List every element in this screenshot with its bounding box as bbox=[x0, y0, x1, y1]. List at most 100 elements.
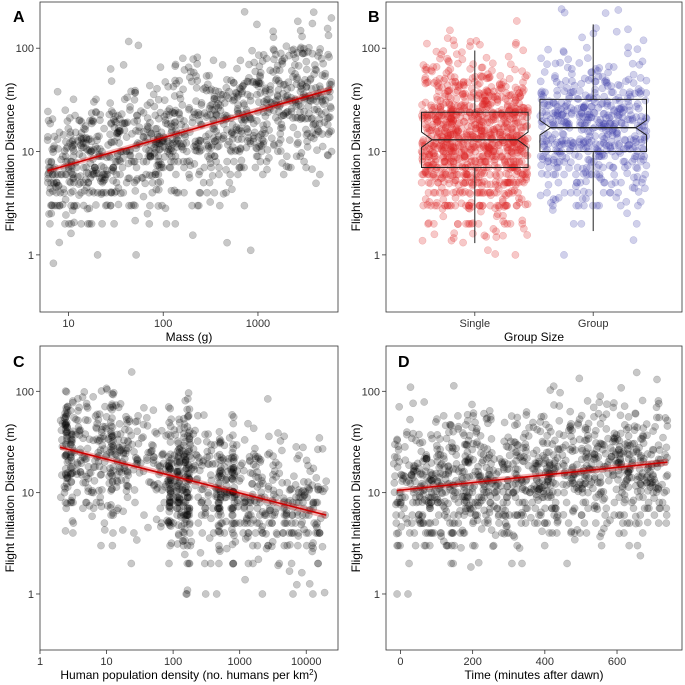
data-point bbox=[156, 157, 164, 166]
data-point bbox=[594, 103, 603, 112]
data-point bbox=[158, 201, 166, 210]
data-point bbox=[483, 87, 492, 95]
data-point bbox=[222, 83, 231, 92]
data-point bbox=[154, 157, 163, 166]
data-point bbox=[64, 124, 73, 133]
data-point bbox=[511, 465, 520, 473]
data-point bbox=[620, 529, 628, 537]
data-point bbox=[581, 436, 589, 445]
data-point bbox=[487, 141, 496, 150]
data-point bbox=[201, 430, 209, 439]
data-point bbox=[76, 178, 85, 187]
data-point bbox=[222, 91, 231, 100]
data-point bbox=[446, 26, 454, 35]
data-point bbox=[642, 420, 651, 428]
data-point bbox=[545, 448, 553, 456]
data-point bbox=[63, 117, 72, 125]
data-point bbox=[55, 181, 63, 190]
data-point bbox=[573, 163, 582, 172]
data-point bbox=[643, 431, 651, 440]
data-point bbox=[318, 97, 326, 106]
data-point bbox=[589, 124, 597, 133]
data-point bbox=[129, 157, 138, 166]
data-point bbox=[264, 541, 272, 550]
data-point bbox=[213, 111, 221, 119]
data-point bbox=[279, 170, 288, 179]
data-point bbox=[238, 129, 246, 138]
data-point bbox=[204, 142, 213, 151]
data-point bbox=[309, 590, 317, 598]
data-point bbox=[48, 115, 57, 123]
data-point bbox=[123, 493, 132, 502]
data-point bbox=[256, 68, 265, 77]
data-point bbox=[557, 5, 566, 13]
data-point bbox=[572, 182, 580, 191]
data-point bbox=[505, 74, 514, 83]
data-point bbox=[139, 109, 148, 117]
data-point bbox=[394, 446, 403, 454]
data-point bbox=[131, 216, 139, 225]
data-point bbox=[553, 488, 562, 497]
data-point bbox=[297, 79, 306, 87]
data-point bbox=[395, 402, 404, 411]
data-point bbox=[273, 92, 282, 101]
data-point bbox=[204, 498, 212, 507]
data-point bbox=[61, 195, 70, 204]
data-point bbox=[210, 94, 219, 103]
data-point bbox=[171, 60, 180, 69]
data-point bbox=[153, 130, 162, 139]
data-point bbox=[446, 107, 455, 116]
data-point bbox=[632, 219, 641, 228]
data-point bbox=[205, 452, 214, 461]
data-point bbox=[536, 418, 545, 426]
data-point bbox=[592, 426, 600, 435]
data-point bbox=[127, 157, 136, 166]
data-point bbox=[541, 504, 549, 513]
data-point bbox=[154, 185, 163, 194]
data-point bbox=[131, 88, 139, 97]
data-point bbox=[323, 151, 332, 159]
data-point bbox=[327, 127, 335, 135]
data-point bbox=[562, 77, 570, 85]
data-point bbox=[643, 471, 652, 480]
panel-b-y-label: Flight Initiation Distance (m) bbox=[349, 83, 363, 232]
data-point bbox=[264, 95, 272, 104]
data-point bbox=[139, 420, 148, 429]
data-point bbox=[75, 191, 83, 199]
data-point bbox=[486, 180, 495, 189]
data-point bbox=[130, 486, 139, 494]
data-point bbox=[56, 416, 65, 425]
data-point bbox=[79, 163, 88, 172]
data-point bbox=[282, 162, 291, 171]
data-point bbox=[297, 113, 306, 122]
data-point bbox=[192, 143, 201, 151]
data-point bbox=[275, 139, 283, 148]
data-point bbox=[284, 111, 293, 119]
data-point bbox=[624, 432, 633, 440]
data-point bbox=[304, 102, 313, 110]
data-point bbox=[92, 108, 100, 117]
data-point bbox=[194, 111, 202, 120]
data-point bbox=[226, 465, 235, 474]
data-point bbox=[62, 211, 70, 219]
data-point bbox=[84, 487, 92, 496]
data-point bbox=[200, 163, 209, 172]
data-point bbox=[389, 459, 398, 468]
data-point bbox=[180, 188, 188, 197]
data-point bbox=[458, 468, 467, 477]
data-point bbox=[288, 511, 297, 519]
data-point bbox=[183, 493, 192, 502]
data-point bbox=[233, 107, 242, 115]
data-point bbox=[455, 162, 463, 170]
data-point bbox=[392, 519, 401, 527]
data-point bbox=[513, 17, 521, 25]
data-point bbox=[223, 238, 231, 247]
data-point bbox=[560, 48, 568, 57]
data-point bbox=[251, 163, 260, 172]
data-point bbox=[296, 115, 305, 123]
data-point bbox=[449, 529, 457, 537]
data-point bbox=[512, 457, 520, 465]
